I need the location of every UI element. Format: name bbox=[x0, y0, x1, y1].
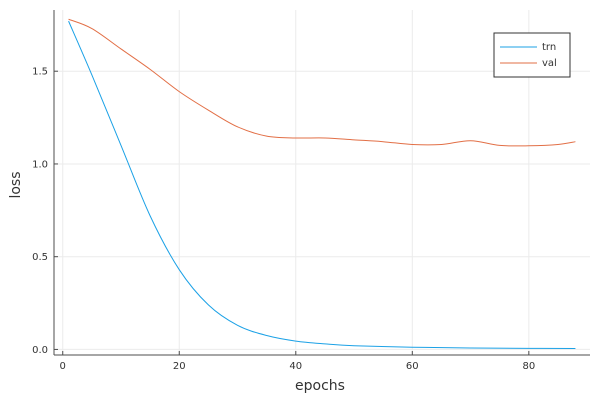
x-tick-label-3: 60 bbox=[406, 361, 419, 372]
y-tick-label-3: 1.5 bbox=[32, 67, 48, 78]
x-tick-label-0: 0 bbox=[60, 361, 66, 372]
x-tick-label-2: 40 bbox=[289, 361, 302, 372]
y-tick-label-1: 0.5 bbox=[32, 252, 48, 263]
y-tick-label-0: 0.0 bbox=[32, 345, 48, 356]
y-axis-label: loss bbox=[8, 171, 24, 198]
x-tick-label-1: 20 bbox=[173, 361, 186, 372]
x-axis-label: epochs bbox=[295, 378, 345, 394]
legend-box bbox=[494, 33, 570, 77]
legend-label-val: val bbox=[542, 58, 557, 69]
y-tick-label-2: 1.0 bbox=[32, 159, 48, 170]
legend: trn val bbox=[494, 33, 570, 77]
x-tick-label-4: 80 bbox=[522, 361, 535, 372]
legend-label-trn: trn bbox=[542, 42, 556, 53]
